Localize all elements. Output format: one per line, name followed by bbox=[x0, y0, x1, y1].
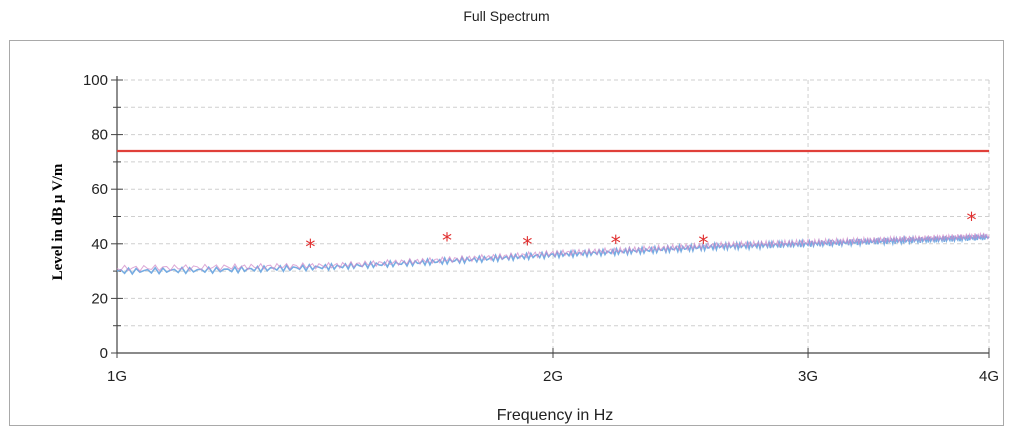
x-tick-label: 2G bbox=[543, 368, 563, 385]
x-tick-label: 3G bbox=[798, 368, 818, 385]
x-tick-label: 4G bbox=[979, 368, 999, 385]
spectrum-trace bbox=[116, 233, 990, 276]
peak-marker: * bbox=[442, 228, 452, 252]
y-tick-label: 100 bbox=[83, 72, 108, 89]
spectrum-trace bbox=[116, 231, 990, 272]
x-tick-label: 1G bbox=[107, 368, 127, 385]
peak-marker: * bbox=[611, 231, 621, 255]
y-tick-label: 80 bbox=[91, 127, 108, 144]
y-tick-label: 20 bbox=[91, 290, 108, 307]
plot-frame bbox=[9, 40, 1004, 426]
chart-title: Full Spectrum bbox=[463, 8, 550, 24]
x-axis-title: Frequency in Hz bbox=[497, 407, 614, 424]
y-tick-label: 60 bbox=[91, 181, 108, 198]
peak-marker: * bbox=[305, 235, 315, 259]
y-tick-label: 40 bbox=[91, 236, 108, 253]
y-axis-title: Level in dB µ V/m bbox=[50, 163, 66, 280]
peak-marker: * bbox=[698, 231, 708, 255]
y-tick-label: 0 bbox=[100, 345, 108, 362]
peak-marker: * bbox=[966, 208, 976, 232]
peak-marker: * bbox=[522, 232, 532, 256]
grid-lines bbox=[117, 79, 990, 353]
series-group: * * * * * * bbox=[116, 149, 990, 276]
tick-labels: 0 20 40 60 80 100 1G 2G 3G 4G bbox=[83, 72, 999, 385]
axes bbox=[111, 76, 990, 358]
